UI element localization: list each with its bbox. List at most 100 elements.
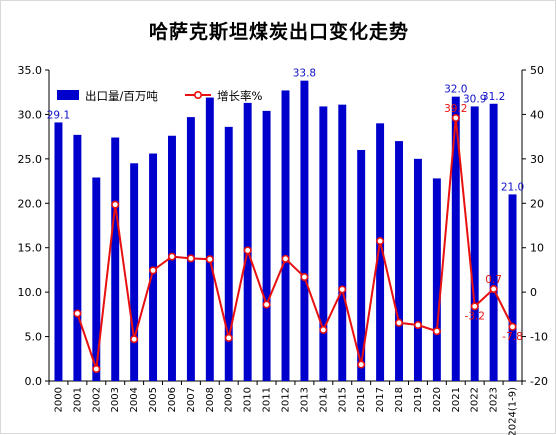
bar xyxy=(432,178,441,381)
x-tick-label: 2007 xyxy=(186,387,197,412)
bar-data-label: 29.1 xyxy=(47,109,70,121)
bar xyxy=(130,163,139,381)
left-tick-label: 35.0 xyxy=(18,64,43,77)
growth-point xyxy=(451,113,460,122)
x-tick-label: 2009 xyxy=(224,387,235,412)
bar xyxy=(243,102,252,382)
x-tick-label: 2008 xyxy=(205,387,216,412)
x-tick-label: 2005 xyxy=(148,387,159,412)
growth-point xyxy=(186,254,195,263)
bar xyxy=(111,137,120,381)
growth-point xyxy=(338,285,347,294)
growth-point xyxy=(224,333,233,342)
x-tick-label: 2003 xyxy=(110,387,121,412)
x-tick-label: 2012 xyxy=(281,387,292,412)
growth-point xyxy=(205,255,214,264)
bar-data-label: 31.2 xyxy=(482,91,505,103)
growth-point xyxy=(243,246,252,255)
legend-line-label: 增长率% xyxy=(217,89,262,103)
x-tick-label: 2024(1-9) xyxy=(508,387,519,435)
left-tick-label: 30.0 xyxy=(18,108,43,121)
right-tick-label: -20 xyxy=(530,375,548,388)
growth-point xyxy=(130,335,139,344)
growth-line xyxy=(76,117,514,370)
growth-point xyxy=(357,360,366,369)
right-tick-label: 0 xyxy=(530,286,537,299)
bar xyxy=(73,134,82,381)
x-tick-label: 2015 xyxy=(337,387,348,412)
bar xyxy=(489,103,498,381)
x-tick-label: 2021 xyxy=(451,387,462,412)
growth-point xyxy=(470,302,479,311)
left-tick-label: 10.0 xyxy=(18,286,43,299)
x-tick-label: 2017 xyxy=(375,387,386,412)
growth-point xyxy=(432,327,441,336)
bar xyxy=(319,106,328,381)
left-tick-label: 25.0 xyxy=(18,153,43,166)
bar xyxy=(413,158,422,381)
growth-point xyxy=(262,300,271,309)
growth-point xyxy=(167,252,176,261)
left-tick-label: 0.0 xyxy=(25,375,43,388)
x-tick-label: 2020 xyxy=(432,387,443,412)
legend-bar-swatch xyxy=(57,90,79,100)
x-tick-label: 2018 xyxy=(394,387,405,412)
x-tick-label: 2022 xyxy=(470,387,481,412)
chart-title: 哈萨克斯坦煤炭出口变化走势 xyxy=(148,21,409,43)
bar xyxy=(281,90,290,382)
bar xyxy=(186,117,195,381)
bar xyxy=(451,96,460,382)
growth-point xyxy=(73,309,82,318)
right-tick-label: 30 xyxy=(530,153,544,166)
bar xyxy=(300,80,309,382)
x-tick-label: 2010 xyxy=(243,387,254,412)
growth-point xyxy=(319,325,328,334)
bar xyxy=(224,126,233,382)
right-tick-label: 50 xyxy=(530,64,544,77)
x-tick-label: 2011 xyxy=(262,387,273,412)
line-data-label: 39.2 xyxy=(444,103,467,115)
growth-point xyxy=(149,266,158,275)
growth-point xyxy=(508,322,517,331)
left-tick-label: 20.0 xyxy=(18,197,43,210)
x-tick-label: 2000 xyxy=(53,387,64,412)
bar xyxy=(376,123,385,382)
line-data-label: 0.7 xyxy=(485,274,502,286)
line-data-label: -3.2 xyxy=(464,310,485,322)
growth-point xyxy=(395,318,404,327)
x-tick-label: 2006 xyxy=(167,387,178,412)
growth-point xyxy=(111,200,120,209)
bar xyxy=(470,106,479,381)
bar-data-label: 30.9 xyxy=(463,93,486,105)
bar-data-label: 21.0 xyxy=(501,181,524,193)
bar xyxy=(54,122,63,381)
bar xyxy=(338,104,347,381)
legend-bar-label: 出口量/百万吨 xyxy=(85,89,158,103)
line-data-label: -7.8 xyxy=(502,331,523,343)
growth-point xyxy=(376,237,385,246)
right-tick-label: 40 xyxy=(530,108,544,121)
growth-point xyxy=(92,365,101,374)
legend-line-marker xyxy=(194,91,203,100)
bar xyxy=(205,97,214,381)
bar-data-label: 33.8 xyxy=(293,68,316,80)
bar xyxy=(262,110,271,382)
right-tick-label: -10 xyxy=(530,331,548,344)
x-tick-label: 2004 xyxy=(129,387,140,412)
x-tick-label: 2001 xyxy=(72,387,83,412)
growth-point xyxy=(413,321,422,330)
growth-point xyxy=(300,273,309,282)
x-tick-label: 2019 xyxy=(413,387,424,412)
left-tick-label: 5.0 xyxy=(25,331,43,344)
bar xyxy=(395,141,403,381)
growth-point xyxy=(281,254,290,263)
x-tick-label: 2023 xyxy=(489,387,500,412)
bar-data-label: 32.0 xyxy=(444,84,467,96)
x-tick-label: 2014 xyxy=(318,387,329,412)
x-tick-label: 2013 xyxy=(299,387,310,412)
right-tick-label: 20 xyxy=(530,197,544,210)
left-tick-label: 15.0 xyxy=(18,242,43,255)
bar xyxy=(508,194,517,381)
